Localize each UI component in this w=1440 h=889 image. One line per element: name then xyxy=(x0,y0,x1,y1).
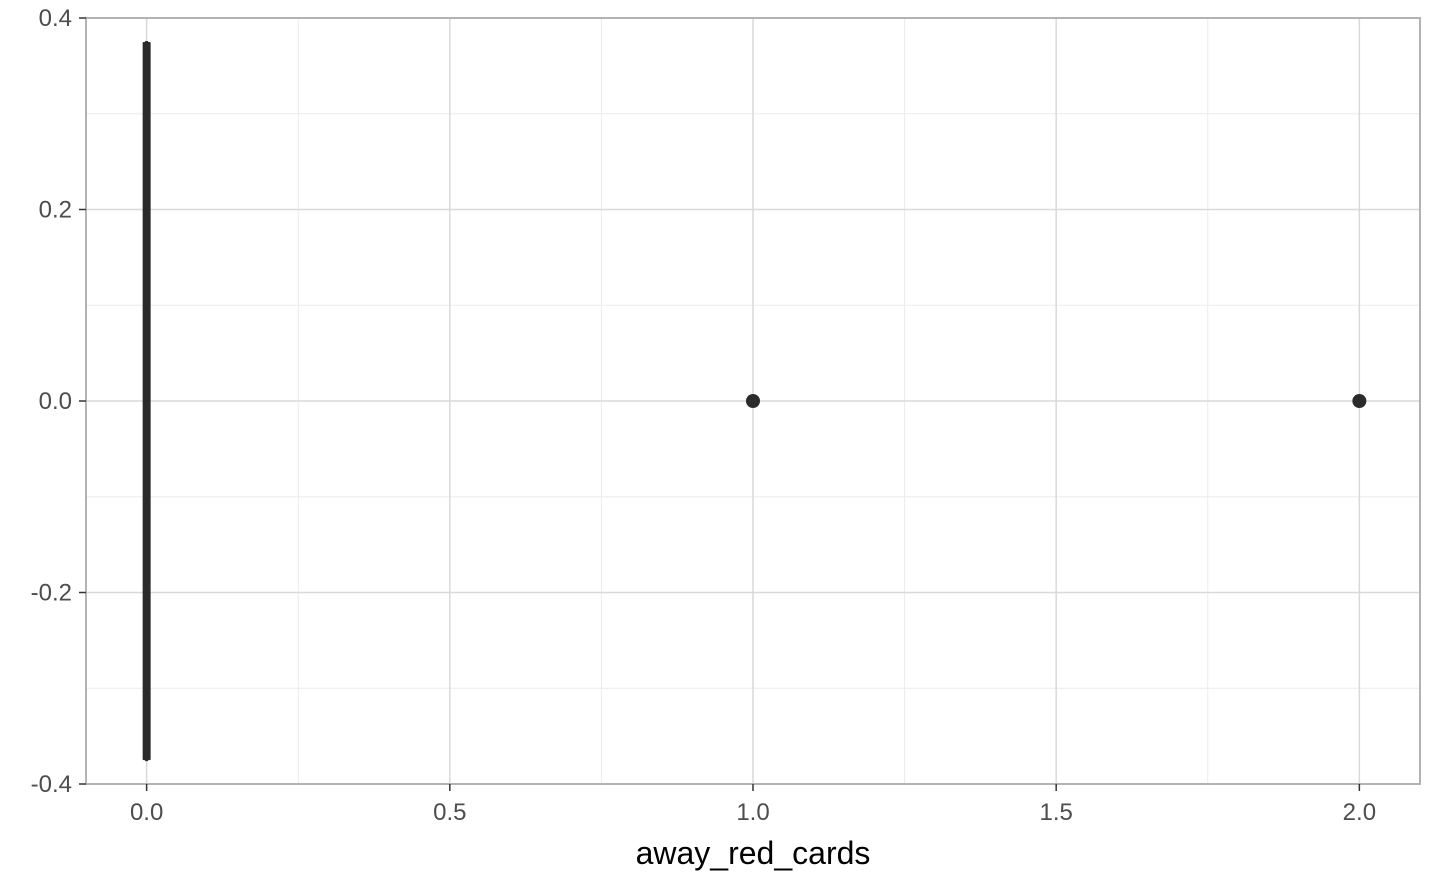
y-tick-label: 0.4 xyxy=(39,5,72,32)
x-tick-label: 2.0 xyxy=(1343,799,1376,826)
y-tick-label: -0.4 xyxy=(31,771,72,798)
data-marks xyxy=(142,40,1367,762)
x-axis-title: away_red_cards xyxy=(636,835,871,871)
x-tick-label: 1.0 xyxy=(736,799,769,826)
outlier-point xyxy=(746,394,760,408)
axis-ticks xyxy=(79,17,1361,791)
y-tick-labels: -0.4 -0.2 0.0 0.2 0.4 xyxy=(31,5,72,798)
y-tick-label: 0.2 xyxy=(39,197,72,224)
x-tick-labels: 0.0 0.5 1.0 1.5 2.0 xyxy=(130,799,1376,826)
x-tick-label: 1.5 xyxy=(1039,799,1072,826)
outlier-point xyxy=(1352,394,1367,408)
x-tick-label: 0.5 xyxy=(433,799,466,826)
y-tick-label: 0.0 xyxy=(39,388,72,415)
y-tick-label: -0.2 xyxy=(31,580,72,607)
x-tick-label: 0.0 xyxy=(130,799,163,826)
